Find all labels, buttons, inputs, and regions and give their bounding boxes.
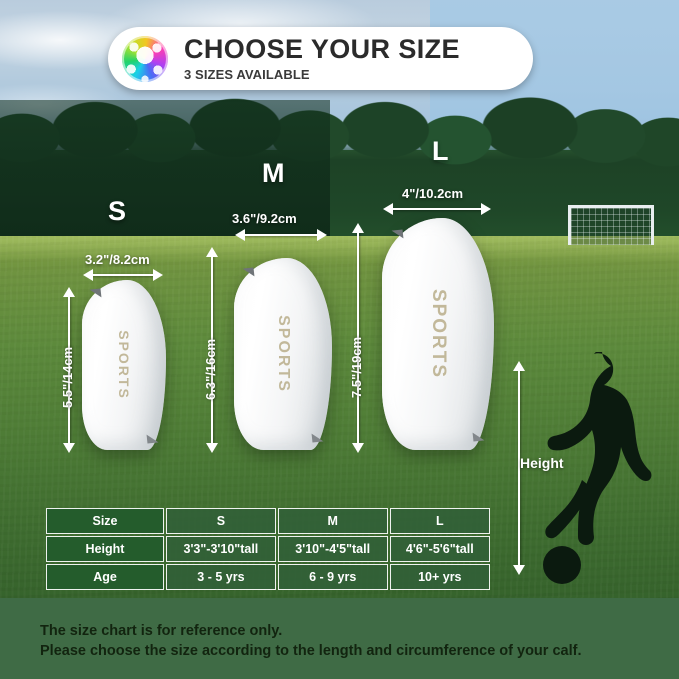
cell: 3'3"-3'10"tall: [166, 536, 276, 562]
disclaimer-line-1: The size chart is for reference only.: [40, 623, 283, 639]
width-arrow-small: [83, 269, 163, 281]
header-banner: CHOOSE YOUR SIZE 3 SIZES AVAILABLE: [108, 27, 533, 90]
dimension-height-medium: 6.3"/16cm: [203, 338, 218, 400]
soccer-ball-silhouette-icon: [543, 546, 581, 584]
size-chart-body: Size S M L Height 3'3"-3'10"tall 3'10"-4…: [46, 508, 490, 590]
shin-guard-medium: SPORTS: [234, 258, 332, 450]
shin-guard-brand-text: SPORTS: [275, 315, 292, 393]
cell: 6 - 9 yrs: [277, 564, 388, 590]
player-height-arrow: [513, 361, 525, 575]
cell: 3'10"-4'5"tall: [277, 536, 388, 562]
row-label: Size: [46, 508, 164, 534]
size-chart-table: Size S M L Height 3'3"-3'10"tall 3'10"-4…: [44, 506, 492, 592]
player-height-label: Height: [520, 455, 564, 471]
cell: 3 - 5 yrs: [166, 564, 276, 590]
cell: 4'6"-5'6"tall: [389, 536, 490, 562]
table-row: Height 3'3"-3'10"tall 3'10"-4'5"tall 4'6…: [46, 536, 490, 562]
dimension-height-large: 7.5"/19cm: [349, 336, 364, 398]
dimension-width-small: 3.2"/8.2cm: [85, 252, 150, 267]
size-letter-s: S: [108, 196, 127, 226]
cell: M: [277, 508, 388, 534]
height-arrow-large: [352, 223, 364, 453]
disclaimer-line-2: Please choose the size according to the …: [40, 643, 582, 659]
soccer-goal-icon: [568, 205, 654, 245]
size-letter-m: M: [262, 158, 285, 188]
dimension-height-small: 5.5"/14cm: [60, 346, 75, 408]
grass-highlight-band: [0, 236, 679, 262]
cell: S: [166, 508, 276, 534]
row-label: Age: [46, 564, 164, 590]
width-arrow-large: [383, 203, 491, 215]
cell: 10+ yrs: [389, 564, 490, 590]
height-arrow-small: [63, 287, 75, 453]
shin-guard-small: SPORTS: [82, 280, 166, 450]
table-row: Size S M L: [46, 508, 490, 534]
page-title: CHOOSE YOUR SIZE: [184, 34, 460, 65]
width-arrow-medium: [235, 229, 327, 241]
treeline-shadow: [0, 100, 330, 240]
size-letter-l: L: [432, 136, 449, 166]
dimension-width-large: 4"/10.2cm: [402, 186, 464, 201]
shin-guard-large: SPORTS: [382, 218, 494, 450]
page-subtitle: 3 SIZES AVAILABLE: [184, 66, 310, 82]
rainbow-soccer-ball-icon: [122, 35, 168, 82]
table-row: Age 3 - 5 yrs 6 - 9 yrs 10+ yrs: [46, 564, 490, 590]
shin-guard-brand-text: SPORTS: [428, 288, 449, 380]
shin-guard-brand-text: SPORTS: [116, 330, 132, 400]
cell: L: [389, 508, 490, 534]
height-arrow-medium: [206, 247, 218, 453]
soccer-player-silhouette-icon: [545, 352, 652, 545]
footer-disclaimer: The size chart is for reference only. Pl…: [0, 598, 679, 679]
row-label: Height: [46, 536, 164, 562]
dimension-width-medium: 3.6"/9.2cm: [232, 211, 297, 226]
